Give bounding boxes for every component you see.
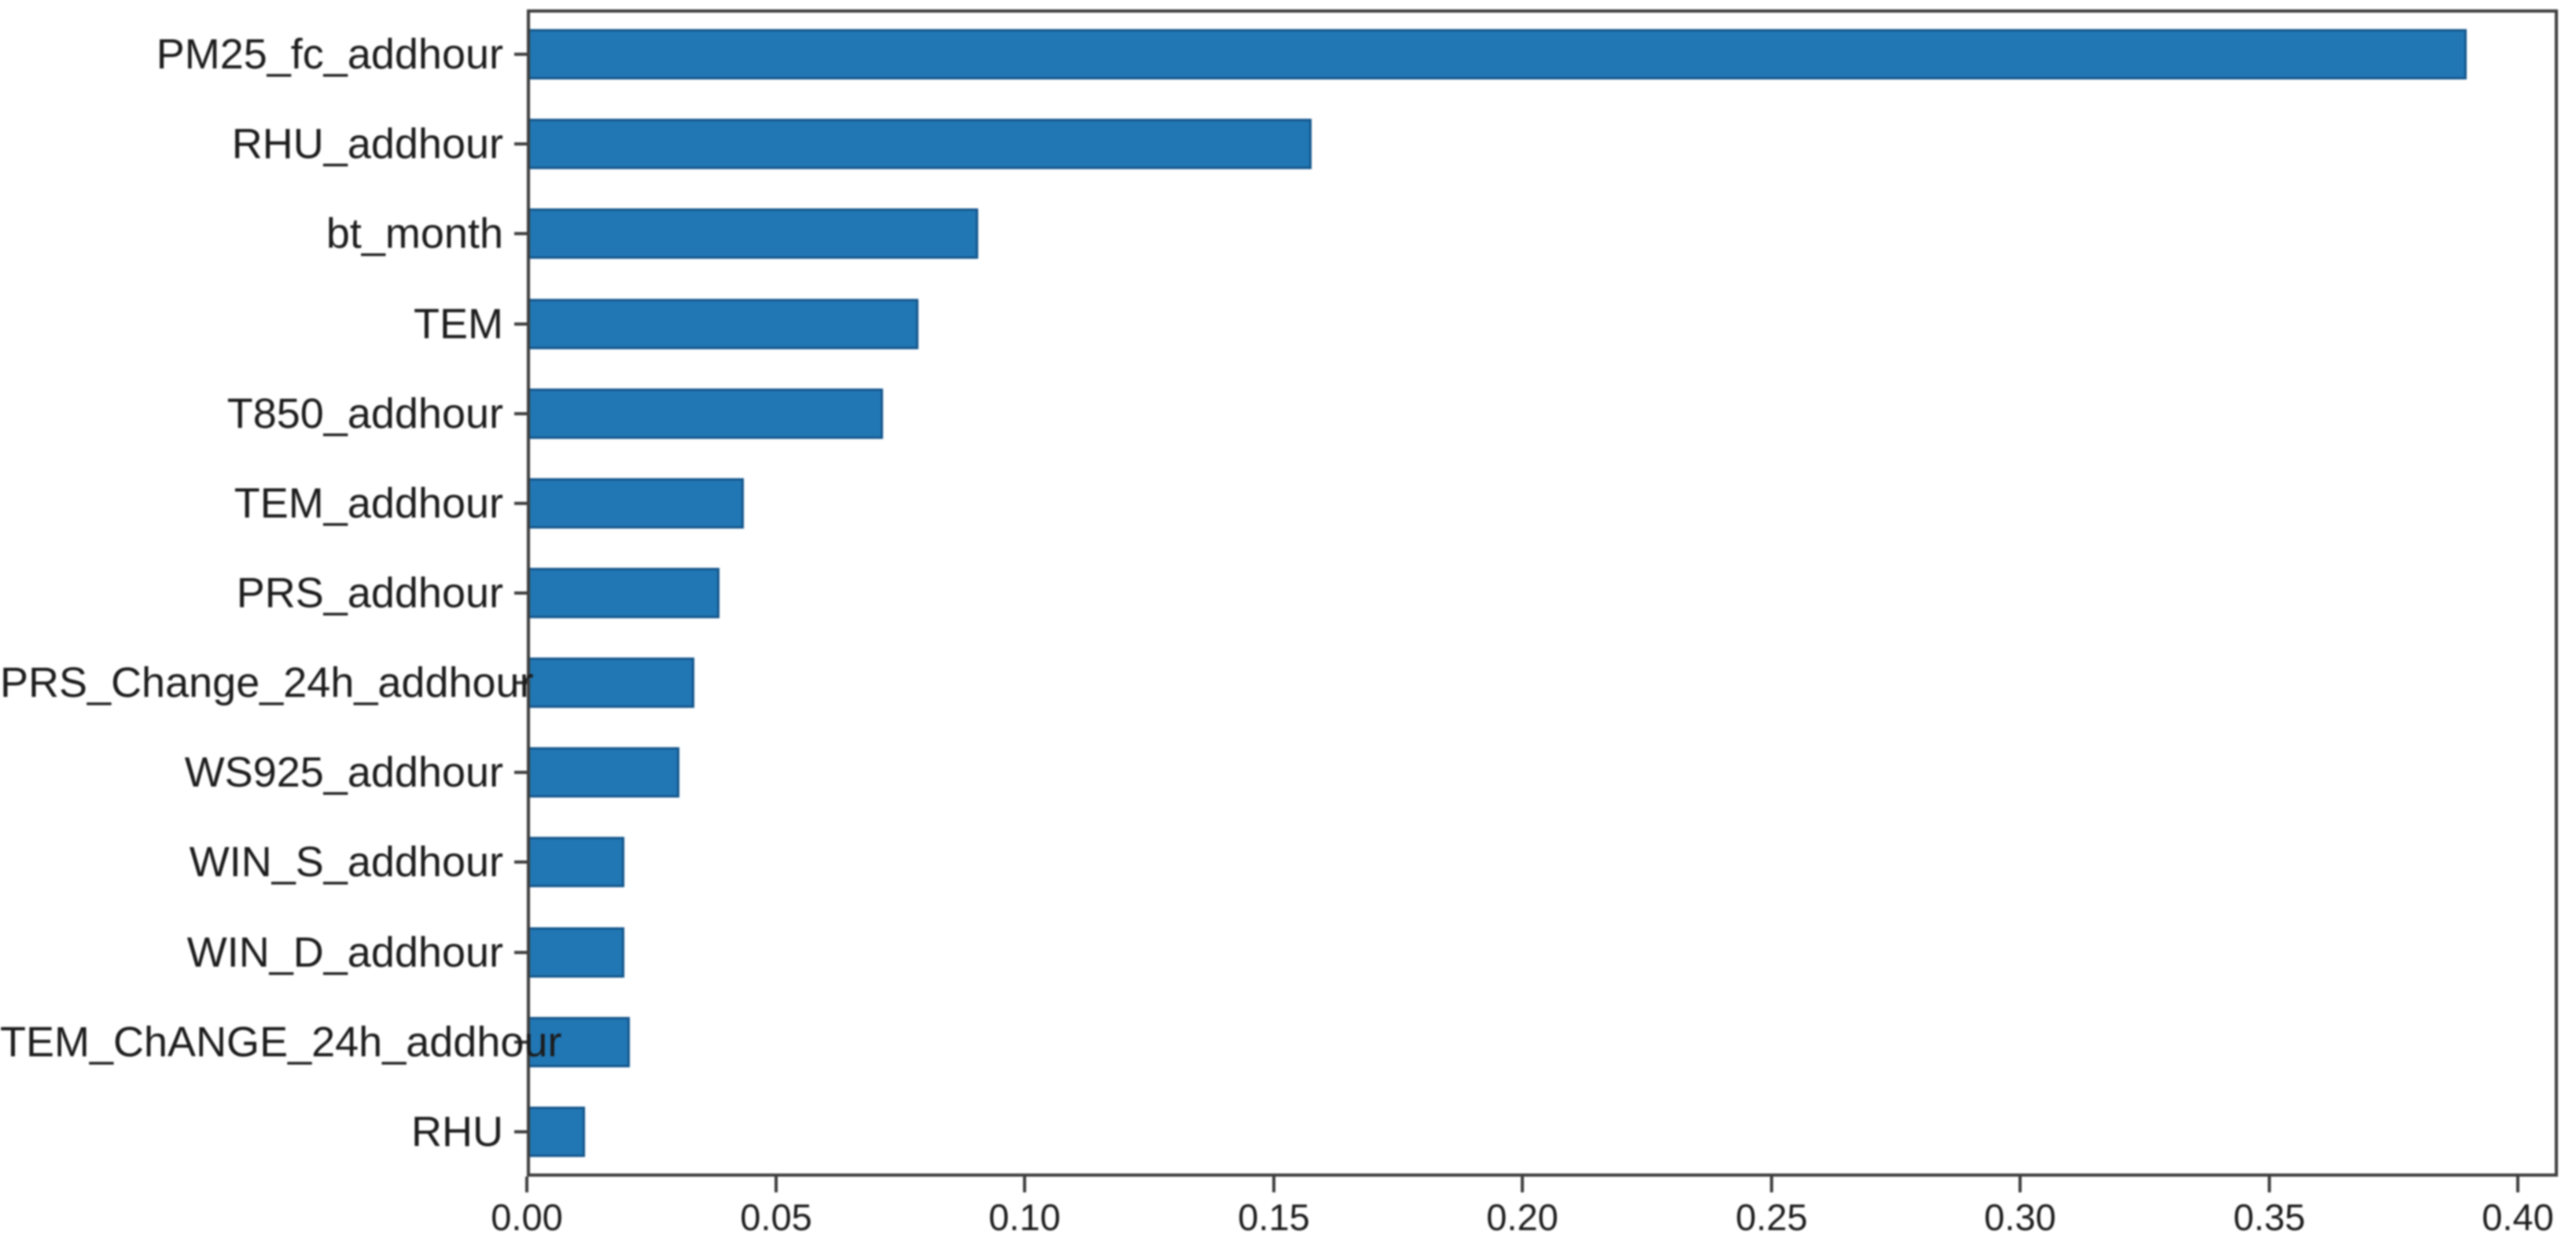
bar-T850_addhour xyxy=(530,389,883,439)
y-tick-mark xyxy=(514,771,527,774)
x-tick-label: 0.05 xyxy=(740,1196,812,1238)
y-tick-label: T850_addhour xyxy=(226,390,503,437)
x-tick-mark xyxy=(2018,1177,2022,1192)
x-tick-mark xyxy=(1272,1177,1275,1192)
y-tick-label: PRS_addhour xyxy=(236,569,503,617)
y-tick-label: PRS_Change_24h_addhour xyxy=(0,659,534,706)
y-tick-mark xyxy=(514,142,527,146)
y-tick-mark xyxy=(514,412,527,415)
y-tick-label: RHU xyxy=(411,1108,503,1155)
x-tick-label: 0.40 xyxy=(2482,1196,2554,1238)
bar-PM25_fc_addhour xyxy=(530,29,2467,79)
y-tick-mark xyxy=(514,681,527,684)
bar-RHU_addhour xyxy=(530,119,1312,169)
y-tick-mark xyxy=(514,591,527,595)
bar-WS925_addhour xyxy=(530,747,679,798)
y-tick-label: WIN_S_addhour xyxy=(189,838,503,886)
y-tick-label: WS925_addhour xyxy=(184,749,503,796)
bar-PRS_Change_24h_addhour xyxy=(530,658,694,708)
y-tick-label: TEM_addhour xyxy=(234,480,503,527)
x-tick-mark xyxy=(1770,1177,1773,1192)
y-tick-label: TEM xyxy=(414,300,503,348)
x-tick-mark xyxy=(525,1177,528,1192)
x-tick-label: 0.00 xyxy=(491,1196,563,1238)
x-tick-mark xyxy=(1023,1177,1026,1192)
bar-bt_month xyxy=(530,208,978,259)
bar-TEM_addhour xyxy=(530,478,744,529)
y-tick-mark xyxy=(514,502,527,505)
x-tick-label: 0.35 xyxy=(2233,1196,2306,1238)
y-tick-label: TEM_ChANGE_24h_addhour xyxy=(0,1019,562,1066)
y-tick-mark xyxy=(514,951,527,954)
y-tick-label: PM25_fc_addhour xyxy=(156,31,503,78)
x-tick-mark xyxy=(2516,1177,2519,1192)
y-tick-label: WIN_D_addhour xyxy=(186,929,503,976)
y-tick-mark xyxy=(514,1130,527,1133)
bar-TEM_ChANGE_24h_addhour xyxy=(530,1017,630,1067)
y-tick-mark xyxy=(514,53,527,56)
x-tick-label: 0.30 xyxy=(1984,1196,2056,1238)
bar-PRS_addhour xyxy=(530,568,719,618)
x-tick-mark xyxy=(775,1177,778,1192)
y-tick-mark xyxy=(514,860,527,864)
x-tick-label: 0.25 xyxy=(1735,1196,1808,1238)
bar-RHU xyxy=(530,1107,585,1157)
bar-WIN_D_addhour xyxy=(530,927,624,978)
plot-area xyxy=(527,9,2558,1177)
x-tick-label: 0.20 xyxy=(1486,1196,1558,1238)
bar-TEM xyxy=(530,299,918,349)
x-tick-mark xyxy=(2268,1177,2271,1192)
x-tick-label: 0.10 xyxy=(988,1196,1061,1238)
y-tick-label: RHU_addhour xyxy=(231,120,503,168)
y-tick-mark xyxy=(514,232,527,235)
y-tick-mark xyxy=(514,322,527,326)
y-tick-mark xyxy=(514,1041,527,1044)
bar-WIN_S_addhour xyxy=(530,837,624,887)
x-tick-label: 0.15 xyxy=(1238,1196,1310,1238)
y-tick-label: bt_month xyxy=(326,210,503,257)
x-tick-mark xyxy=(1521,1177,1524,1192)
